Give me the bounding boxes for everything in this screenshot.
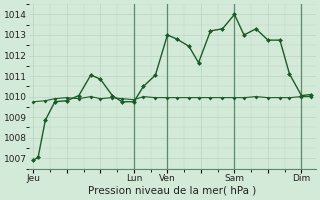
- X-axis label: Pression niveau de la mer( hPa ): Pression niveau de la mer( hPa ): [88, 186, 256, 196]
